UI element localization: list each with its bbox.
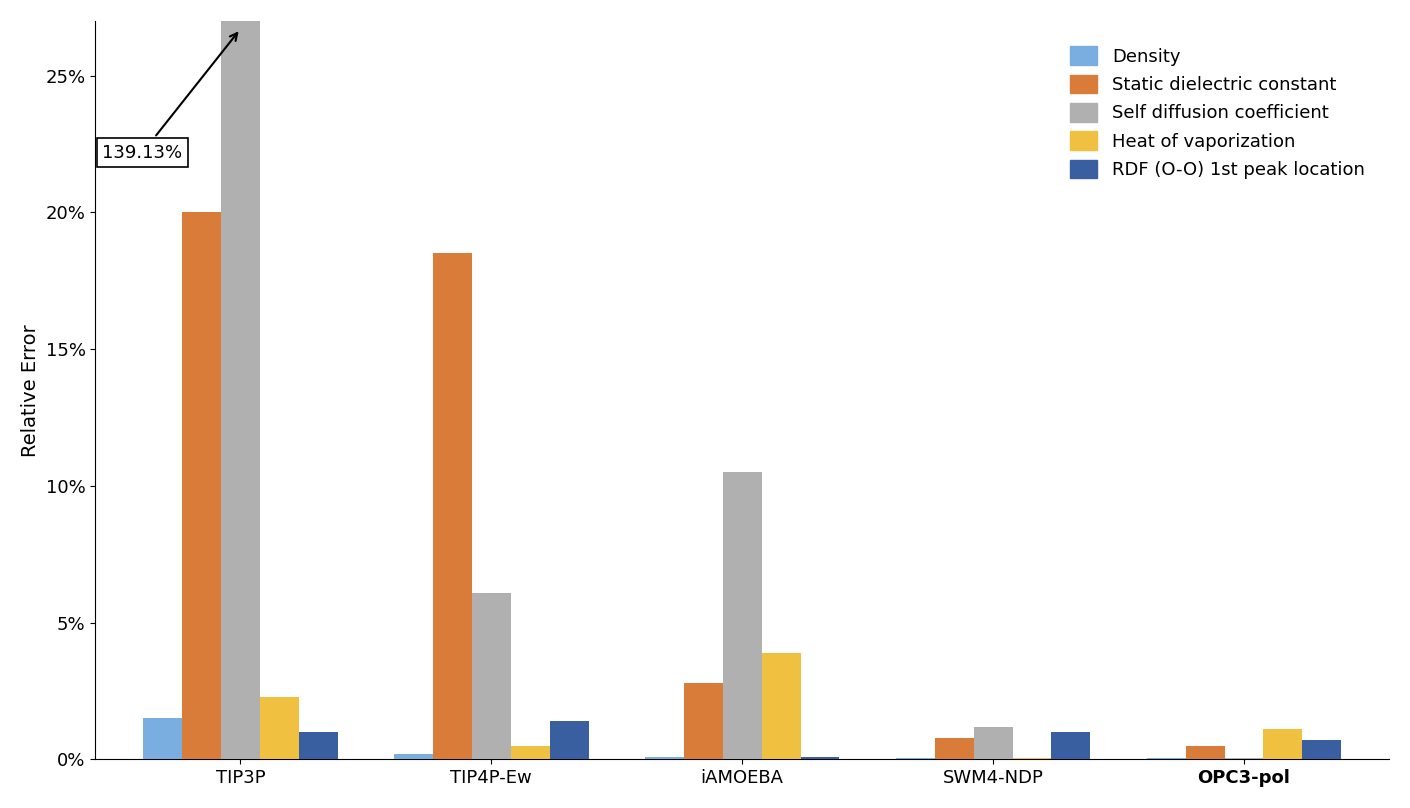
Bar — [895, 758, 935, 760]
Bar — [644, 757, 684, 760]
Bar — [1263, 730, 1303, 760]
Bar — [761, 653, 801, 760]
Bar — [1012, 758, 1052, 760]
Bar — [510, 746, 550, 760]
Bar — [1146, 758, 1186, 760]
Bar — [182, 213, 221, 760]
Bar — [433, 254, 472, 760]
Y-axis label: Relative Error: Relative Error — [21, 324, 39, 457]
Bar — [259, 696, 299, 760]
Bar — [723, 472, 761, 760]
Bar — [144, 718, 182, 760]
Bar — [801, 757, 839, 760]
Bar — [1186, 746, 1224, 760]
Legend: Density, Static dielectric constant, Self diffusion coefficient, Heat of vaporiz: Density, Static dielectric constant, Sel… — [1062, 37, 1373, 188]
Bar — [299, 732, 337, 760]
Text: 139.13%: 139.13% — [103, 33, 237, 162]
Bar — [1052, 732, 1090, 760]
Bar — [393, 754, 433, 760]
Bar — [1224, 758, 1263, 760]
Bar — [684, 683, 723, 760]
Bar — [1303, 740, 1341, 760]
Bar — [472, 592, 510, 760]
Bar — [550, 722, 588, 760]
Bar — [221, 21, 259, 760]
Bar — [974, 726, 1012, 760]
Bar — [935, 738, 974, 760]
